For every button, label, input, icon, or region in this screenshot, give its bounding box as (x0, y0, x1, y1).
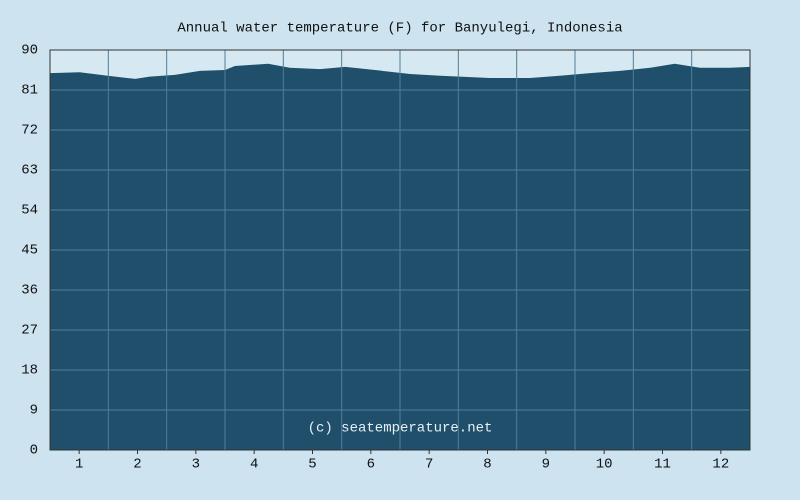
y-tick-label: 0 (30, 443, 38, 459)
y-tick-label: 27 (21, 323, 38, 339)
x-tick-label: 2 (133, 457, 141, 473)
y-tick-label: 72 (21, 123, 38, 139)
x-tick-label: 12 (712, 457, 729, 473)
y-tick-label: 81 (21, 83, 38, 99)
x-tick-label: 9 (542, 457, 550, 473)
plot-frame (49, 49, 751, 451)
x-tick-label: 6 (367, 457, 375, 473)
x-tick-label: 3 (192, 457, 200, 473)
y-tick-label: 9 (30, 403, 38, 419)
x-tick-label: 1 (75, 457, 83, 473)
y-tick-label: 54 (21, 203, 38, 219)
x-tick-label: 7 (425, 457, 433, 473)
y-tick-label: 63 (21, 163, 38, 179)
x-tick-label: 11 (654, 457, 671, 473)
y-tick-label: 36 (21, 283, 38, 299)
watermark: (c) seatemperature.net (308, 421, 493, 437)
x-tick-label: 8 (483, 457, 491, 473)
chart-title: Annual water temperature (F) for Banyule… (177, 21, 622, 37)
y-tick-label: 18 (21, 363, 38, 379)
x-tick-label: 4 (250, 457, 258, 473)
y-tick-label: 45 (21, 243, 38, 259)
x-tick-label: 10 (596, 457, 613, 473)
x-tick-label: 5 (308, 457, 316, 473)
y-tick-label: 90 (21, 43, 38, 59)
